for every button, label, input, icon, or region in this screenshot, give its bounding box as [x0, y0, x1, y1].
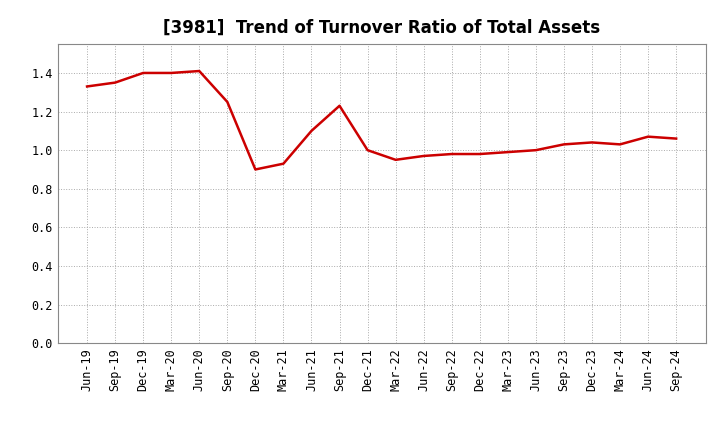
Title: [3981]  Trend of Turnover Ratio of Total Assets: [3981] Trend of Turnover Ratio of Total … [163, 19, 600, 37]
